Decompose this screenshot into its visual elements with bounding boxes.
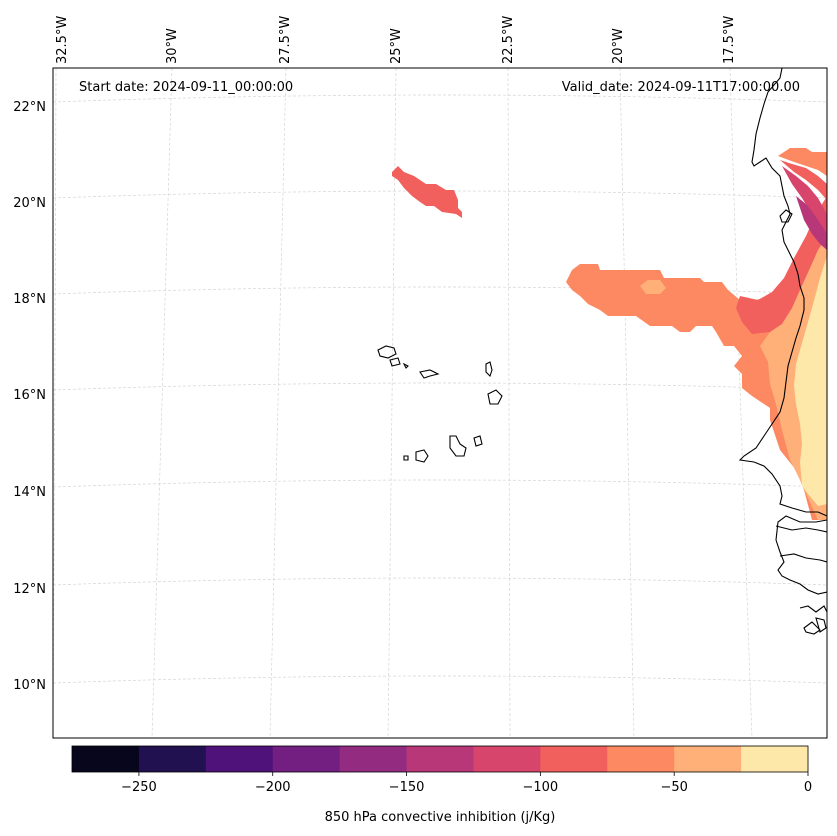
meridian-27-5w [269,67,287,739]
parallel-10n [52,675,828,684]
island-boa-vista [487,389,503,405]
island-sao-nicolau [419,369,440,379]
meridian-22-5w [507,67,511,739]
lon-label-22-5w: 22.5°W [501,16,516,64]
colorbar-swatch [741,746,809,772]
cin-coast-strip-inner [782,166,827,244]
meridian-30w [151,67,173,739]
lat-label-12n: 12°N [13,582,46,597]
colorbar-title: 850 hPa convective inhibition (j/Kg) [325,810,556,825]
cin-coast-strip-deep [796,196,827,250]
parallel-18n [52,286,828,295]
colorbar-swatch [272,746,341,772]
colorbar-tick-label: −150 [389,780,425,795]
colorbar-swatch [540,746,608,772]
cin-region-0-25 [794,256,827,506]
cin-plume-50-75 [566,210,827,520]
cin-contours [392,148,827,520]
island-santa-luzia [402,362,409,369]
parallel-12n [52,577,828,586]
parallel-14n [52,479,828,488]
colorbar-swatch [406,746,474,772]
lon-label-17-5w: 17.5°W [722,16,737,64]
lon-label-30w: 30°W [165,28,180,64]
lat-label-18n: 18°N [13,292,46,307]
island-sao-vicente [389,357,401,367]
gambia-river [775,525,827,533]
lat-label-14n: 14°N [13,485,46,500]
colorbar-tick-label: −50 [660,780,687,795]
island-fogo [415,449,429,463]
lat-label-16n: 16°N [13,388,46,403]
bissagos [799,605,827,635]
lat-label-10n: 10°N [13,678,46,693]
casamance [779,553,827,563]
inland-lake [779,209,793,223]
lon-label-20w: 20°W [611,28,626,64]
colorbar-tick-label: −250 [121,780,157,795]
start-date-label: Start date: 2024-09-11_00:00:00 [79,80,293,95]
island-santo-antao [377,345,397,359]
latitude-labels: 22°N 20°N 18°N 16°N 14°N 12°N 10°N [13,100,46,693]
colorbar-tick-label: −100 [523,780,559,795]
cin-coast-strip-mid [780,160,827,200]
colorbar-swatch [339,746,408,772]
colorbar-ticks: −250 −200 −150 −100 −50 0 [121,772,812,795]
map-frame [52,67,828,739]
valid-date-label: Valid_date: 2024-09-11T17:00:00.00 [562,80,800,95]
colorbar-tick-label: 0 [804,780,812,795]
lon-label-32-5w: 32.5°W [55,16,70,64]
cin-coast-strip-outer [778,148,827,176]
parallel-22n [52,94,828,103]
lon-label-27-5w: 27.5°W [278,16,293,64]
colorbar-swatch [72,746,140,772]
meridian-17-5w [729,67,753,739]
colorbar-swatch [138,746,207,772]
meridian-25w [387,67,397,739]
meridian-20w [619,67,635,739]
coastlines [377,68,827,635]
island-maio [473,435,483,447]
island-sal [485,361,493,378]
island-santiago [449,435,467,457]
cin-patch-north [392,166,462,218]
africa-coastline [738,68,827,517]
gridlines [52,67,828,739]
colorbar: −250 −200 −150 −100 −50 0 850 hPa convective … [71,745,812,825]
africa-coast-south [775,515,827,595]
meridian-32-5w [52,67,57,739]
longitude-labels: 32.5°W 30°W 27.5°W 25°W 22.5°W 20°W 17.5… [55,16,737,64]
map-area [53,68,827,738]
colorbar-swatch [205,746,274,772]
colorbar-tick-label: −200 [255,780,291,795]
colorbar-frame [71,745,809,773]
parallel-16n [52,382,828,391]
colorbar-swatch [674,746,742,772]
lon-label-25w: 25°W [389,28,404,64]
cin-tongue-17n [640,280,666,294]
colorbar-swatch [607,746,675,772]
colorbar-swatch [473,746,541,772]
lat-label-22n: 22°N [13,100,46,115]
colorbar-swatches [72,746,809,772]
island-brava [403,455,409,461]
lat-label-20n: 20°N [13,196,46,211]
cin-band-75-100 [736,196,827,334]
